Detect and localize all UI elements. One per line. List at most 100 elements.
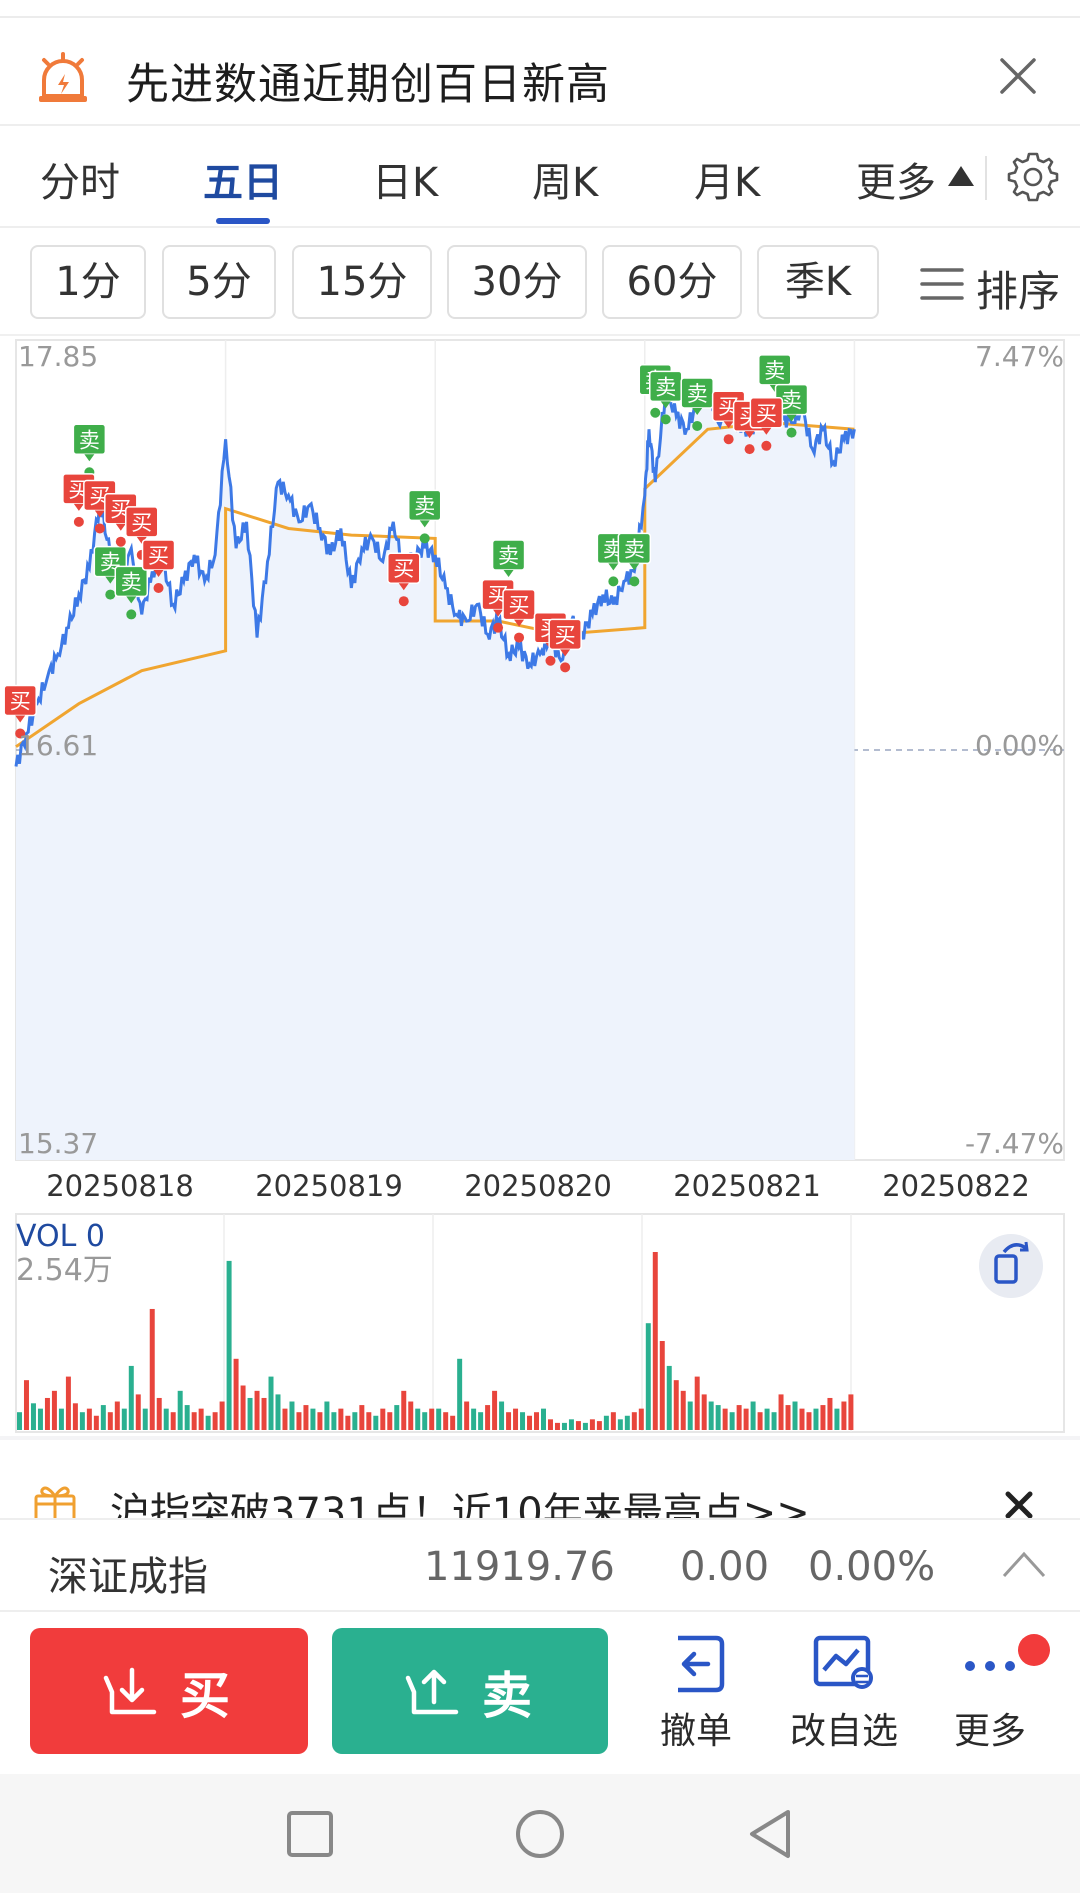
volume-bars: [17, 1252, 854, 1430]
chip-1min[interactable]: 1分: [30, 245, 146, 319]
edit-watchlist-button[interactable]: 改自选: [784, 1632, 904, 1752]
buy-button[interactable]: 买: [30, 1628, 308, 1754]
gear-icon[interactable]: [1006, 150, 1060, 204]
volume-bar: [191, 1412, 197, 1430]
date-label: 20250818: [46, 1169, 194, 1203]
notification-dot: [1018, 1634, 1050, 1666]
sell-marker-label: 卖: [498, 544, 519, 568]
buy-marker-label: 买: [555, 623, 576, 647]
y-min-label: 15.37: [18, 1127, 98, 1160]
volume-bar: [596, 1421, 602, 1430]
index-ticker-bar[interactable]: 深证成指 11919.76 0.00 0.00%: [0, 1518, 1080, 1612]
volume-bar: [121, 1408, 127, 1430]
volume-bar: [135, 1394, 141, 1430]
chip-5min[interactable]: 5分: [162, 245, 276, 319]
volume-bar: [575, 1421, 581, 1430]
five-day-price-chart[interactable]: 卖卖卖卖卖卖卖卖卖卖卖卖买买买买买买买买买买买买买买 17.85 16.61 1…: [0, 338, 1080, 1208]
volume-bar: [729, 1412, 735, 1430]
volume-bar: [261, 1397, 267, 1430]
alarm-siren-icon: [39, 52, 87, 102]
volume-bar: [198, 1408, 204, 1430]
volume-bar: [617, 1419, 623, 1430]
sell-label: 卖: [482, 1667, 534, 1725]
date-label: 20250819: [255, 1169, 403, 1203]
chevron-up-icon[interactable]: [1000, 1546, 1048, 1582]
buy-label: 买: [180, 1667, 232, 1725]
circle-icon[interactable]: [514, 1808, 566, 1860]
buy-marker-label: 买: [393, 557, 414, 581]
more-button[interactable]: 更多: [930, 1632, 1050, 1752]
volume-bar: [177, 1390, 183, 1430]
volume-bar: [701, 1394, 707, 1430]
volume-title: VOL 0: [16, 1219, 105, 1254]
volume-bar: [268, 1376, 274, 1430]
volume-bar: [254, 1390, 260, 1430]
volume-bar: [107, 1412, 113, 1430]
volume-bar: [401, 1390, 407, 1430]
tab-monthly-k[interactable]: 月K: [694, 160, 761, 206]
volume-bar: [722, 1408, 728, 1430]
chip-15min[interactable]: 15分: [292, 245, 432, 319]
volume-bar: [513, 1408, 519, 1430]
chip-30min[interactable]: 30分: [447, 245, 587, 319]
volume-bar: [352, 1412, 358, 1430]
sell-button[interactable]: 卖: [332, 1628, 608, 1754]
cancel-order-button[interactable]: 撤单: [636, 1632, 756, 1752]
volume-bar: [457, 1358, 463, 1430]
volume-bar: [582, 1422, 588, 1430]
volume-bar: [708, 1401, 714, 1430]
volume-bar: [58, 1408, 64, 1430]
chip-60min[interactable]: 60分: [602, 245, 742, 319]
system-navigation-bar: [0, 1774, 1080, 1893]
volume-bar: [541, 1408, 546, 1430]
volume-bar: [324, 1401, 330, 1430]
volume-bar: [142, 1408, 148, 1430]
triangle-back-icon[interactable]: [744, 1808, 796, 1860]
buy-marker-label: 买: [148, 544, 169, 568]
notification-bar[interactable]: 先进数通近期创百日新高: [0, 18, 1080, 126]
chip-season-k[interactable]: 季K: [757, 245, 879, 319]
sell-marker-label: 卖: [121, 570, 142, 594]
volume-bar: [408, 1401, 414, 1430]
sell-marker: 卖: [617, 532, 652, 587]
volume-bar: [86, 1408, 92, 1430]
volume-bar: [184, 1405, 190, 1430]
square-icon[interactable]: [284, 1808, 336, 1860]
pct-max-label: 7.47%: [975, 340, 1064, 373]
buy-marker-label: 买: [756, 402, 777, 426]
tab-more[interactable]: 更多: [856, 160, 936, 206]
volume-bar: [345, 1415, 351, 1430]
index-name: 深证成指: [48, 1554, 208, 1600]
volume-bar: [527, 1415, 533, 1430]
date-axis: 20250818 20250819 20250820 20250821 2025…: [46, 1169, 1030, 1203]
volume-bar: [848, 1394, 854, 1430]
close-x-icon[interactable]: [1002, 1488, 1036, 1518]
buy-marker-label: 买: [10, 689, 31, 713]
edit-watchlist-label: 改自选: [789, 1711, 898, 1752]
volume-bar: [589, 1419, 595, 1430]
buy-marker: 买: [749, 397, 784, 451]
triangle-up-icon: [948, 166, 974, 186]
volume-bar: [170, 1412, 176, 1430]
close-icon[interactable]: [996, 54, 1040, 98]
edit-watchlist-icon: [813, 1635, 873, 1689]
tab-five-day[interactable]: 五日: [203, 160, 283, 206]
volume-bar: [478, 1412, 484, 1430]
gift-icon: [34, 1486, 76, 1518]
volume-bar: [366, 1412, 372, 1430]
promo-banner[interactable]: 沪指突破3731点！近10年来最高点>>: [0, 1440, 1080, 1518]
volume-bar: [422, 1412, 428, 1430]
sell-marker-label: 卖: [781, 389, 802, 413]
volume-bar: [547, 1419, 553, 1430]
volume-bar: [415, 1408, 421, 1430]
volume-bar: [380, 1408, 386, 1430]
tab-intraday[interactable]: 分时: [40, 160, 120, 206]
volume-chart[interactable]: VOL 0 2.54万: [0, 1212, 1080, 1436]
tab-daily-k[interactable]: 日K: [372, 160, 439, 206]
sort-button[interactable]: 排序: [976, 267, 1061, 316]
volume-bar: [331, 1412, 337, 1430]
volume-bar: [610, 1412, 616, 1430]
tab-weekly-k[interactable]: 周K: [532, 160, 599, 206]
sell-marker-label: 卖: [764, 359, 785, 383]
rotate-switch-icon[interactable]: [979, 1234, 1043, 1298]
